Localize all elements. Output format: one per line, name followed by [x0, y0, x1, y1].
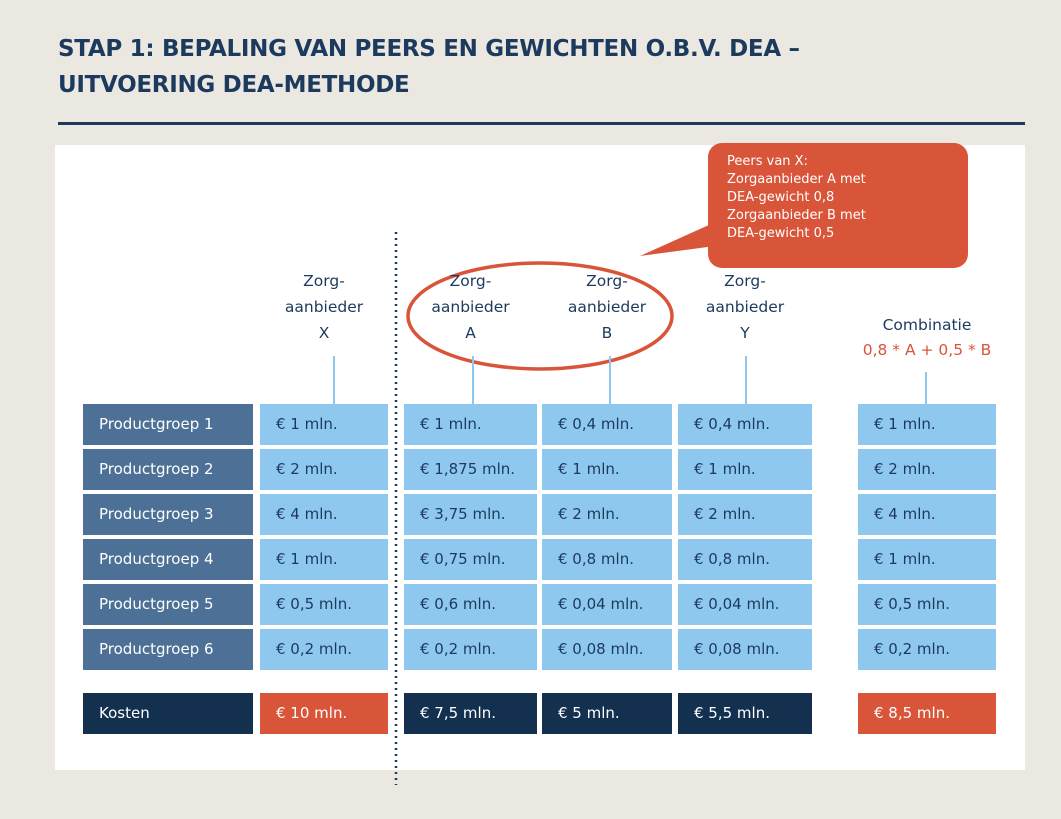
total-cell: € 5 mln.: [542, 693, 672, 734]
title: UITVOERING DEA-METHODE: [58, 72, 410, 98]
cell: € 0,75 mln.: [404, 539, 537, 580]
cell: € 4 mln.: [260, 494, 388, 535]
total-cell: € 7,5 mln.: [404, 693, 537, 734]
callout-box: [708, 143, 968, 268]
column-header: aanbieder: [284, 298, 364, 316]
row-label: Productgroep 4: [83, 539, 253, 580]
column-header: A: [465, 324, 476, 342]
column-header: aanbieder: [567, 298, 647, 316]
column-header: X: [318, 324, 330, 342]
cell: € 1 mln.: [260, 539, 388, 580]
cell: € 0,4 mln.: [542, 404, 672, 445]
cell: € 1 mln.: [858, 539, 996, 580]
column-header: aanbieder: [431, 298, 510, 316]
cell: € 0,04 mln.: [678, 584, 812, 625]
connector: [925, 372, 927, 404]
column-header: Zorg-: [724, 272, 766, 290]
column-header: Zorg-: [303, 272, 345, 290]
callout-line: Peers van X:: [727, 154, 808, 169]
row-label: Productgroep 1: [83, 404, 253, 445]
cell: € 1 mln.: [260, 404, 388, 445]
cell: € 0,2 mln.: [260, 629, 388, 670]
callout-line: Zorgaanbieder B met: [727, 208, 866, 223]
cell: € 2 mln.: [858, 449, 996, 490]
cell: € 0,5 mln.: [858, 584, 996, 625]
rule: [58, 122, 1025, 125]
cell: € 0,08 mln.: [542, 629, 672, 670]
cell: € 0,5 mln.: [260, 584, 388, 625]
cell: € 1 mln.: [404, 404, 537, 445]
row-label: Productgroep 3: [83, 494, 253, 535]
cell: € 1 mln.: [858, 404, 996, 445]
cell: € 0,2 mln.: [858, 629, 996, 670]
cell: € 0,04 mln.: [542, 584, 672, 625]
column-header: Y: [740, 324, 750, 342]
total-cell: € 10 mln.: [260, 693, 388, 734]
connector: [745, 356, 747, 404]
total-cell: € 5,5 mln.: [678, 693, 812, 734]
cell: € 0,8 mln.: [542, 539, 672, 580]
column-header: Zorg-: [586, 272, 628, 290]
total-cell: € 8,5 mln.: [858, 693, 996, 734]
row-label: Productgroep 2: [83, 449, 253, 490]
title: STAP 1: BEPALING VAN PEERS EN GEWICHTEN …: [58, 36, 800, 62]
callout-line: DEA-gewicht 0,5: [727, 226, 835, 241]
cell: € 1 mln.: [542, 449, 672, 490]
cell: € 0,6 mln.: [404, 584, 537, 625]
cell: € 0,4 mln.: [678, 404, 812, 445]
column-header: Combinatie: [882, 316, 972, 334]
cell: € 0,8 mln.: [678, 539, 812, 580]
cell: € 2 mln.: [260, 449, 388, 490]
callout-text: Peers van X: Zorgaanbieder A met DEA-gewic…: [727, 153, 866, 243]
total-label: Kosten: [83, 693, 253, 734]
callout-line: DEA-gewicht 0,8: [727, 190, 835, 205]
highlight-ellipse: [406, 261, 674, 371]
callout-line: Zorgaanbieder A met: [727, 172, 866, 187]
column-header: aanbieder: [705, 298, 785, 316]
cell: € 1,875 mln.: [404, 449, 537, 490]
cell: € 2 mln.: [678, 494, 812, 535]
connector: [609, 356, 611, 404]
connector: [333, 356, 335, 404]
column-header: Zorg-: [449, 272, 492, 290]
cell: € 0,08 mln.: [678, 629, 812, 670]
cell: € 1 mln.: [678, 449, 812, 490]
row-label: Productgroep 5: [83, 584, 253, 625]
cell: € 4 mln.: [858, 494, 996, 535]
cell: € 2 mln.: [542, 494, 672, 535]
connector: [472, 356, 474, 404]
column-header: B: [601, 324, 613, 342]
cell: € 0,2 mln.: [404, 629, 537, 670]
row-label: Productgroep 6: [83, 629, 253, 670]
column-header: 0,8 * A + 0,5 * B: [862, 341, 992, 359]
cell: € 3,75 mln.: [404, 494, 537, 535]
